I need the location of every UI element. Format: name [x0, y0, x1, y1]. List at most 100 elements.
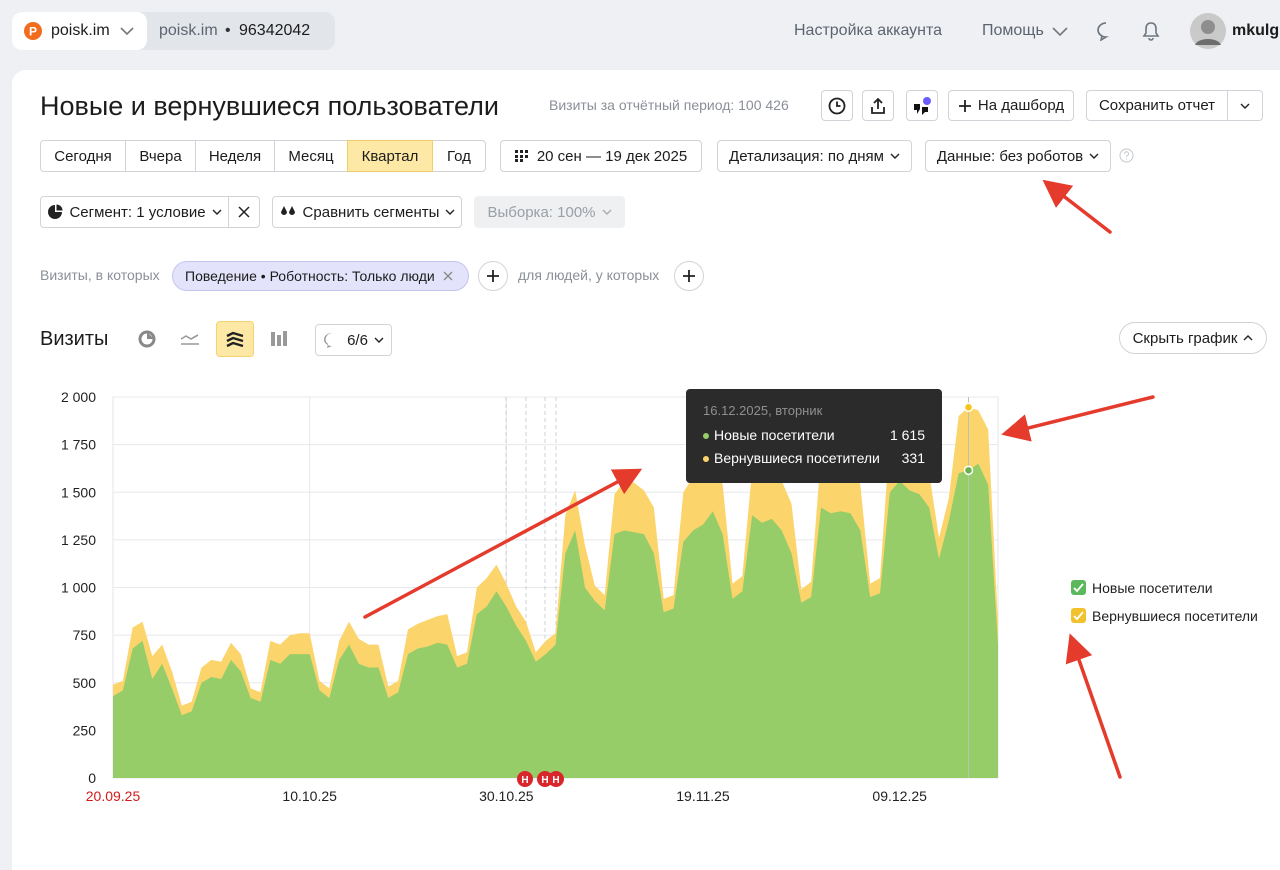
bar-view-icon[interactable] [270, 330, 288, 348]
x-tick-label: 30.10.25 [479, 788, 534, 804]
event-marker-label: Н [541, 775, 548, 786]
event-marker-label: Н [521, 775, 528, 786]
period-button[interactable]: Сегодня [40, 140, 126, 172]
tooltip-title: 16.12.2025, вторник [703, 403, 823, 418]
help-link[interactable]: Помощь [982, 22, 1044, 39]
y-tick-label: 1 750 [61, 437, 96, 453]
y-tick-label: 0 [88, 770, 96, 786]
tooltip-series: Новые посетители [714, 427, 835, 443]
tooltip-value: 1 615 [890, 427, 925, 443]
period-button[interactable]: Вчера [125, 140, 196, 172]
area-view-button[interactable] [216, 321, 254, 357]
y-tick-label: 1 500 [61, 484, 96, 500]
line-view-icon[interactable] [180, 331, 200, 347]
dashboard-button[interactable]: На дашборд [948, 90, 1074, 121]
hide-chart-button[interactable]: Скрыть график [1119, 322, 1267, 354]
legend-label: Вернувшиеся посетители [1092, 608, 1258, 624]
pie-view-icon[interactable] [138, 330, 156, 348]
counter-id: 96342042 [239, 22, 311, 39]
period-button[interactable]: Год [432, 140, 486, 172]
tooltip-box [686, 389, 942, 483]
avatar[interactable] [1190, 13, 1226, 49]
period-button[interactable]: Месяц [274, 140, 348, 172]
tooltip: 16.12.2025, вторник Новые посетители 1 615… [686, 389, 942, 483]
data-filter-button[interactable]: Данные: без роботов [925, 140, 1111, 172]
help-icon[interactable] [1119, 148, 1134, 163]
visits-total: Визиты за отчётный период: 100 426 [549, 97, 789, 113]
period-button[interactable]: Квартал [347, 140, 433, 172]
x-tick-label: 09.12.25 [872, 788, 927, 804]
y-tick-label: 2 000 [61, 389, 96, 405]
filter-people: для людей, у которых [518, 267, 660, 283]
settings-link[interactable]: Настройка аккаунта [794, 22, 943, 39]
hover-point [963, 465, 974, 476]
site-icon: P [24, 22, 42, 40]
legend-label: Новые посетители [1092, 580, 1213, 596]
counter-site: poisk.im [159, 22, 218, 39]
y-tick-label: 500 [73, 675, 97, 691]
legend-checkbox [1071, 580, 1086, 595]
chevron [120, 27, 134, 35]
event-marker-label: Н [552, 775, 559, 786]
filter-prefix: Визиты, в которых [40, 267, 160, 283]
button-label: Скрыть график [1132, 329, 1238, 347]
hover-point [963, 402, 974, 413]
chart: 0 250 500 750 1 000 1 250 1 500 1 750 2 000 20.09… [61, 389, 1258, 804]
chevron [1052, 27, 1068, 36]
y-tick-label: 1 000 [61, 580, 96, 596]
tooltip-value: 331 [902, 450, 926, 466]
tooltip-dot [703, 456, 709, 462]
chart-panel-title: Визиты [40, 328, 109, 350]
legend-check [1073, 583, 1084, 593]
y-tick-label: 250 [73, 722, 97, 738]
event-marker [548, 771, 564, 787]
segment-button[interactable]: Сегмент: 1 условие [40, 196, 229, 228]
button-label: Детализация: по дням [729, 147, 884, 165]
period-button[interactable]: Неделя [195, 140, 275, 172]
area [113, 463, 998, 778]
event-marker [517, 771, 533, 787]
x-tick-label: 20.09.25 [86, 788, 141, 804]
series-count-button[interactable]: 6/6 [315, 324, 392, 356]
detail-button[interactable]: Детализация: по дням [717, 140, 912, 172]
add-people-condition[interactable] [674, 261, 704, 291]
tooltip-dot [703, 433, 709, 439]
button-label: Данные: без роботов [936, 147, 1084, 165]
y-tick-label: 1 250 [61, 532, 96, 548]
button-label: 6/6 [347, 331, 368, 349]
button-label: Сохранить отчет [1098, 97, 1216, 114]
user-name[interactable]: mkulgi [1232, 22, 1280, 39]
button-label: Сравнить сегменты [302, 203, 440, 221]
dot: • [225, 22, 231, 39]
tooltip-series: Вернувшиеся посетители [714, 450, 880, 466]
button-label: 20 сен — 19 дек 2025 [536, 147, 688, 165]
chat-icon[interactable] [1096, 21, 1116, 41]
site-name: poisk.im [51, 22, 110, 39]
x-tick-label: 19.11.25 [676, 788, 730, 804]
legend-checkbox [1071, 608, 1086, 623]
svg-text:P: P [29, 25, 37, 39]
button-label: Сегмент: 1 условие [69, 203, 206, 221]
assistant-button[interactable] [906, 90, 938, 121]
history-button[interactable] [821, 90, 853, 121]
add-condition[interactable] [478, 261, 508, 291]
y-tick-label: 750 [73, 627, 97, 643]
button-label: На дашборд [977, 97, 1065, 114]
save-menu-button[interactable] [1227, 90, 1263, 121]
segment-clear[interactable] [228, 196, 260, 228]
save-button[interactable]: Сохранить отчет [1086, 90, 1228, 121]
x-tick-label: 10.10.25 [282, 788, 337, 804]
bell-icon[interactable] [1142, 21, 1160, 41]
filter-chip[interactable]: Поведение • Роботность: Только люди [172, 261, 469, 291]
report-title: Новые и вернувшиеся пользователи [40, 91, 500, 121]
sample-button[interactable]: Выборка: 100% [474, 196, 625, 228]
button-label: Выборка: 100% [487, 203, 596, 221]
event-marker [537, 771, 553, 787]
date-range-button[interactable]: 20 сен — 19 дек 2025 [500, 140, 702, 172]
export-button[interactable] [862, 90, 894, 121]
chip-label: Поведение • Роботность: Только люди [185, 268, 435, 284]
legend-check [1073, 611, 1084, 621]
compare-button[interactable]: Сравнить сегменты [272, 196, 462, 228]
